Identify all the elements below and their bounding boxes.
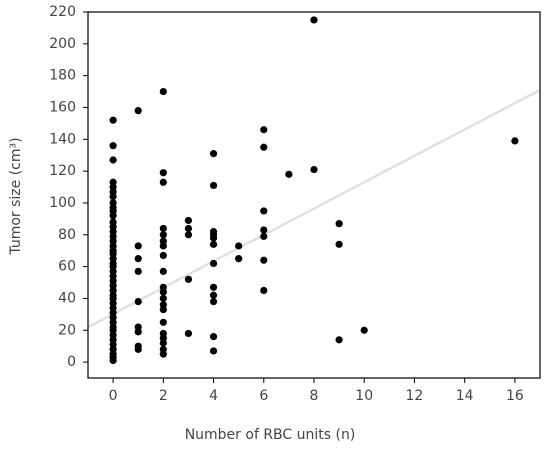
- point: [134, 267, 142, 275]
- point: [159, 178, 167, 186]
- point: [209, 347, 218, 355]
- point: [134, 328, 142, 336]
- x-tick-label: 10: [355, 388, 373, 404]
- point: [134, 242, 142, 250]
- point: [159, 350, 167, 358]
- point: [260, 286, 268, 295]
- x-tick-label: 12: [406, 388, 424, 404]
- y-tick-label: 120: [49, 163, 76, 179]
- point: [159, 288, 167, 296]
- trend-line: [87, 88, 541, 329]
- point: [260, 207, 268, 215]
- y-tick-label: 180: [49, 68, 76, 84]
- y-tick-label: 100: [49, 195, 76, 211]
- x-tick-label: 0: [109, 388, 118, 404]
- point: [209, 259, 218, 268]
- point: [310, 16, 318, 24]
- point: [511, 137, 519, 145]
- point: [184, 329, 193, 338]
- point: [159, 169, 167, 177]
- y-tick-label: 80: [58, 227, 76, 243]
- point: [184, 275, 193, 283]
- x-tick-label: 14: [456, 388, 474, 404]
- point: [134, 345, 142, 353]
- point: [159, 339, 167, 347]
- y-tick-label: 0: [67, 354, 76, 370]
- point: [159, 251, 167, 260]
- x-tick-label: 6: [259, 388, 268, 404]
- point: [134, 107, 142, 115]
- point: [109, 212, 117, 220]
- point: [134, 255, 142, 263]
- point: [209, 150, 218, 158]
- y-tick-label: 20: [58, 322, 76, 338]
- point: [159, 267, 167, 275]
- point: [159, 87, 167, 96]
- point: [335, 336, 343, 344]
- point: [109, 356, 117, 365]
- point: [260, 232, 268, 240]
- point: [285, 170, 293, 178]
- point: [109, 142, 117, 150]
- point: [159, 224, 167, 233]
- x-tick-label: 4: [209, 388, 218, 404]
- point: [109, 192, 117, 201]
- point: [209, 333, 218, 341]
- x-tick-label: 8: [310, 388, 319, 404]
- point: [184, 231, 193, 239]
- point: [335, 220, 343, 228]
- point: [209, 283, 218, 291]
- point: [159, 294, 167, 303]
- y-tick-label: 160: [49, 99, 76, 115]
- point: [235, 242, 243, 250]
- y-tick-label: 200: [49, 36, 76, 52]
- point: [260, 256, 268, 264]
- point: [209, 234, 218, 242]
- point: [109, 116, 117, 124]
- y-tick-label: 60: [58, 259, 76, 275]
- y-tick-label: 220: [49, 4, 76, 20]
- point: [209, 298, 218, 306]
- y-axis-label: Tumor size (cm³): [8, 137, 24, 255]
- point: [209, 181, 218, 190]
- x-axis-label: Number of RBC units (n): [185, 427, 356, 443]
- point: [184, 216, 193, 225]
- y-tick-label: 40: [58, 290, 76, 306]
- point: [310, 165, 318, 174]
- point: [159, 242, 167, 250]
- point: [159, 231, 167, 239]
- point: [209, 291, 218, 299]
- plot-frame: [87, 11, 541, 379]
- point: [209, 240, 218, 248]
- x-tick-label: 2: [159, 388, 168, 404]
- y-tick-label: 140: [49, 131, 76, 147]
- point: [134, 298, 142, 306]
- point: [109, 156, 117, 164]
- x-tick-label: 16: [506, 388, 524, 404]
- point: [335, 240, 343, 248]
- point: [260, 126, 268, 134]
- point: [360, 326, 368, 334]
- point: [235, 255, 243, 263]
- point: [184, 224, 193, 233]
- point: [159, 318, 167, 326]
- point: [260, 226, 268, 234]
- point: [159, 305, 167, 314]
- point: [260, 143, 268, 151]
